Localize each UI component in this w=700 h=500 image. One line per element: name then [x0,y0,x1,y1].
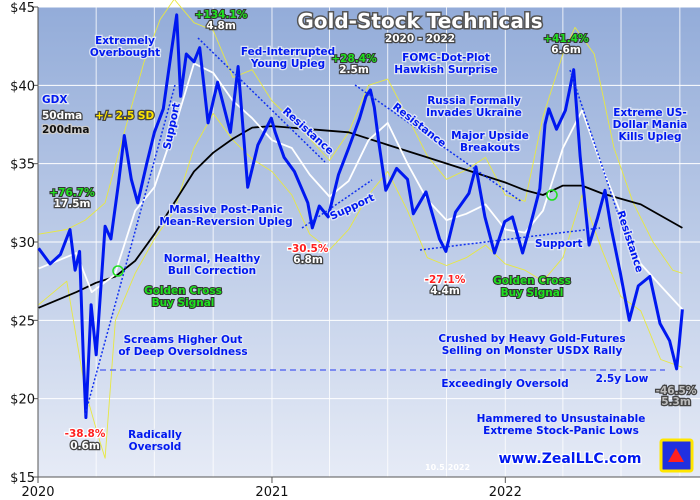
y-tick-label: $25 [10,314,35,329]
annotation: Dollar Mania [613,119,688,131]
gain-label: +28.4% [331,53,377,65]
y-tick-label: $20 [10,393,35,408]
golden-cross-marker [112,265,124,277]
y-tick-label: $40 [10,79,35,94]
annotation: Screams Higher Out [124,334,243,346]
series-upper-band [38,0,683,274]
annotation: Major Upside [451,130,529,142]
series-lower-band [38,113,683,459]
annotation: Extreme Stock-Panic Lows [483,425,639,437]
legend-gdx: GDX [42,94,67,106]
golden-cross-marker [546,189,558,201]
annotation: Fed-Interrupted [241,46,335,58]
duration-label: 0.6m [70,440,100,452]
loss-label: -30.5% [288,243,329,255]
annotation: Hawkish Surprise [394,64,497,76]
duration-label: 6.8m [293,254,323,266]
gain-label: +76.7% [49,187,95,199]
x-tick-label: 2021 [255,485,288,500]
annotation: Extremely [95,35,155,47]
annotation: Oversold [129,441,182,453]
annotation: Invades Ukraine [426,107,522,119]
duration-label: 4.4m [430,285,460,297]
y-tick-label: $30 [10,236,35,251]
chart-subtitle: 2020 - 2022 [385,33,455,45]
annotation: Buy Signal [501,287,564,299]
date-stamp: 10.5.2022 [425,463,470,472]
annotation: FOMC-Dot-Plot [402,52,490,64]
loss-label: -38.8% [65,428,106,440]
annotation: Extreme US- [613,107,686,119]
annotation: Massive Post-Panic [169,204,283,216]
legend-sd: +/- 2.5 SD [95,110,154,122]
legend-50dma: 50dma [42,110,82,122]
annotation: Russia Formally [427,95,521,107]
trend-lines [84,37,636,416]
annotation: 2.5y Low [596,373,649,385]
zeal-logo [659,438,694,473]
annotation: Kills Upleg [618,131,681,143]
duration-label: 2.5m [339,64,369,76]
loss-label: -27.1% [425,274,466,286]
annotation: Breakouts [460,142,520,154]
annotation: Buy Signal [152,297,215,309]
duration-label: 5.3m [661,396,691,408]
annotation: of Deep Oversoldness [118,346,247,358]
duration-label: 4.8m [206,20,236,32]
x-tick-label: 2020 [21,485,54,500]
x-tick-label: 2022 [489,485,522,500]
annotation: Exceedingly Oversold [441,378,568,390]
series-lines [37,0,684,459]
support-label: Support [535,238,582,250]
chart-title: Gold-Stock Technicals [297,9,542,33]
y-tick-label: $35 [10,158,35,173]
annotation: Golden Cross [493,275,571,287]
series-200dma [38,125,683,309]
annotation: Selling on Monster USDX Rally [442,345,623,357]
website-link[interactable]: www.ZealLLC.com [497,450,643,469]
annotation: Golden Cross [144,285,222,297]
y-tick-label: $15 [10,471,35,486]
duration-label: 6.6m [551,44,581,56]
duration-label: 17.5m [54,198,91,210]
annotation: Radically [128,429,182,441]
gain-label: +134.1% [195,9,248,21]
annotation: Young Upleg [250,58,325,70]
gain-label: +41.4% [543,33,589,45]
annotation: Mean-Reversion Upleg [159,216,292,228]
annotation: Overbought [90,47,160,59]
series-50dma [38,62,684,311]
annotation: Bull Correction [168,265,256,277]
loss-label: -46.5% [656,385,697,397]
legend-200dma: 200dma [42,124,89,136]
series-gdx [37,13,684,419]
annotation: Hammered to Unsustainable [477,413,646,425]
y-tick-label: $45 [10,1,35,16]
axes: $15 $20 $25 $30 $35 $40 $45 2020 2021 2022 [10,1,700,500]
annotation: Crushed by Heavy Gold-Futures [438,333,625,345]
annotation: Normal, Healthy [164,253,261,265]
